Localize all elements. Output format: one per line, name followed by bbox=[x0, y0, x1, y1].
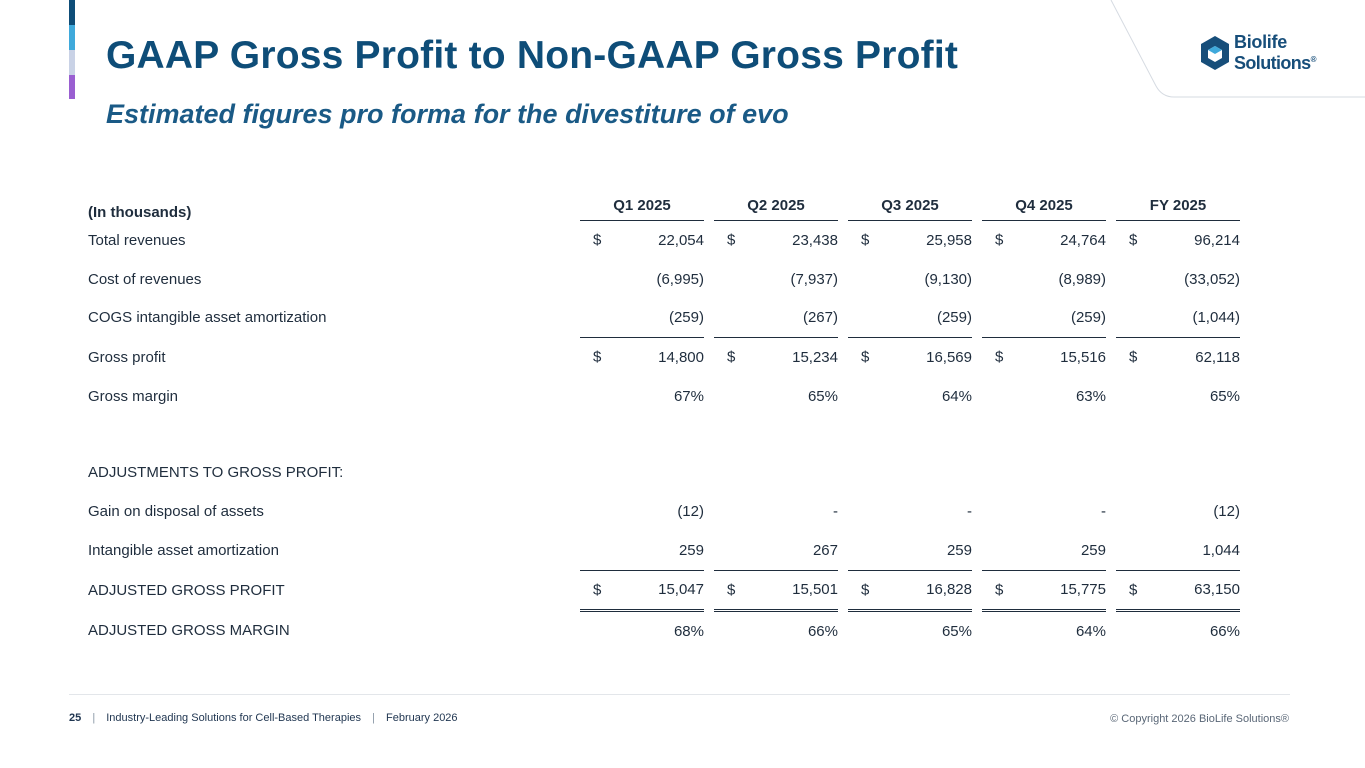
table-cell: 1,044 bbox=[1116, 530, 1240, 571]
table-cell: $23,438 bbox=[727, 231, 838, 249]
table-cell: $15,047 bbox=[580, 570, 704, 613]
table-cell: 65% bbox=[941, 623, 972, 641]
table-header-row: (In thousands) Q1 2025 Q2 2025 Q3 2025 Q… bbox=[84, 182, 1240, 221]
row-label: ADJUSTED GROSS MARGIN bbox=[88, 622, 290, 640]
table-cell: (33,052) bbox=[1184, 270, 1240, 288]
table-cell: (12) bbox=[677, 502, 704, 520]
table-cell: $63,150 bbox=[1116, 570, 1240, 613]
table-cell: 267 bbox=[714, 530, 838, 571]
table-cell: - bbox=[1101, 502, 1106, 520]
reconciliation-table: (In thousands) Q1 2025 Q2 2025 Q3 2025 Q… bbox=[84, 182, 1240, 651]
accent-bar-3 bbox=[69, 50, 75, 75]
footer-separator: | bbox=[372, 712, 375, 724]
table-row: Gross margin 67% 65% 64% 63% 65% bbox=[84, 377, 1240, 416]
page-subtitle: Estimated figures pro forma for the dive… bbox=[106, 99, 789, 129]
footer-separator: | bbox=[92, 712, 96, 724]
section-heading: ADJUSTMENTS TO GROSS PROFIT: bbox=[88, 464, 344, 482]
page-number: 25 bbox=[69, 712, 82, 724]
row-label: Cost of revenues bbox=[88, 270, 202, 288]
table-cell: 65% bbox=[1209, 387, 1240, 405]
spacer-row bbox=[84, 415, 1240, 453]
table-cell: 259 bbox=[982, 530, 1106, 571]
column-header: Q3 2025 bbox=[848, 182, 972, 221]
table-cell: (12) bbox=[1213, 502, 1240, 520]
table-cell: $24,764 bbox=[995, 231, 1106, 249]
column-header: Q1 2025 bbox=[580, 182, 704, 221]
table-cell: (8,989) bbox=[1058, 270, 1106, 288]
table-cell: (7,937) bbox=[790, 270, 838, 288]
table-cell: 259 bbox=[848, 530, 972, 571]
hexagon-cube-icon bbox=[1201, 36, 1229, 70]
table-cell: (267) bbox=[714, 298, 838, 339]
table-row: Cost of revenues (6,995) (7,937) (9,130)… bbox=[84, 260, 1240, 299]
copyright: © Copyright 2026 BioLife Solutions® bbox=[1110, 713, 1289, 725]
table-cell: - bbox=[967, 502, 972, 520]
table-cell: 63% bbox=[1075, 387, 1106, 405]
table-cell: 64% bbox=[941, 387, 972, 405]
logo-line-1: Biolife bbox=[1234, 32, 1287, 52]
table-cell: $22,054 bbox=[593, 231, 704, 249]
table-cell: 65% bbox=[807, 387, 838, 405]
table-row: ADJUSTED GROSS MARGIN 68% 66% 65% 64% 66… bbox=[84, 611, 1240, 651]
row-label: Gross profit bbox=[88, 348, 166, 366]
table-cell: (259) bbox=[982, 298, 1106, 339]
table-cell: $62,118 bbox=[1129, 348, 1240, 366]
table-row: Gross profit $14,800 $15,234 $16,569 $15… bbox=[84, 338, 1240, 377]
row-label: Total revenues bbox=[88, 231, 186, 249]
table-cell: $15,775 bbox=[982, 570, 1106, 613]
column-header: Q2 2025 bbox=[714, 182, 838, 221]
row-label: COGS intangible asset amortization bbox=[88, 309, 327, 327]
row-label: Intangible asset amortization bbox=[88, 541, 279, 559]
table-row: ADJUSTMENTS TO GROSS PROFIT: bbox=[84, 453, 1240, 492]
accent-bar-4 bbox=[69, 75, 75, 99]
table-cell: (1,044) bbox=[1116, 298, 1240, 339]
table-cell: $96,214 bbox=[1129, 231, 1240, 249]
footer-left: 25 | Industry-Leading Solutions for Cell… bbox=[69, 712, 458, 724]
footer-tagline: Industry-Leading Solutions for Cell-Base… bbox=[106, 712, 362, 724]
table-cell: $15,234 bbox=[727, 348, 838, 366]
table-cell: $15,501 bbox=[714, 570, 838, 613]
table-cell: (259) bbox=[580, 298, 704, 339]
table-row: Gain on disposal of assets (12) - - - (1… bbox=[84, 492, 1240, 531]
row-label: Gross margin bbox=[88, 387, 179, 405]
page-title: GAAP Gross Profit to Non-GAAP Gross Prof… bbox=[106, 34, 959, 77]
logo-line-2: Solutions® bbox=[1234, 53, 1317, 73]
accent-bar-1 bbox=[69, 0, 75, 25]
table-cell: 259 bbox=[580, 530, 704, 571]
table-cell: 64% bbox=[1075, 623, 1106, 641]
table-cell: $16,828 bbox=[848, 570, 972, 613]
table-row: COGS intangible asset amortization (259)… bbox=[84, 298, 1240, 339]
unit-label: (In thousands) bbox=[88, 203, 192, 221]
row-label: ADJUSTED GROSS PROFIT bbox=[88, 581, 285, 599]
table-cell: $16,569 bbox=[861, 348, 972, 366]
table-cell: (259) bbox=[848, 298, 972, 339]
table-cell: 66% bbox=[807, 623, 838, 641]
table-cell: $25,958 bbox=[861, 231, 972, 249]
table-cell: 68% bbox=[673, 623, 704, 641]
table-cell: 67% bbox=[673, 387, 704, 405]
table-cell: (6,995) bbox=[656, 270, 704, 288]
column-header: FY 2025 bbox=[1116, 182, 1240, 221]
column-header: Q4 2025 bbox=[982, 182, 1106, 221]
table-row: ADJUSTED GROSS PROFIT $15,047 $15,501 $1… bbox=[84, 570, 1240, 613]
row-label: Gain on disposal of assets bbox=[88, 502, 264, 520]
table-cell: (9,130) bbox=[924, 270, 972, 288]
footer-divider bbox=[69, 694, 1290, 695]
table-cell: $14,800 bbox=[593, 348, 704, 366]
table-row: Intangible asset amortization 259 267 25… bbox=[84, 530, 1240, 571]
logo-tab bbox=[1110, 0, 1365, 98]
accent-bar-2 bbox=[69, 25, 75, 50]
footer-date: February 2026 bbox=[386, 712, 458, 724]
table-cell: 66% bbox=[1209, 623, 1240, 641]
table-cell: $15,516 bbox=[995, 348, 1106, 366]
table-cell: - bbox=[833, 502, 838, 520]
table-row: Total revenues $22,054 $23,438 $25,958 $… bbox=[84, 221, 1240, 260]
logo-wordmark: Biolife Solutions® bbox=[1234, 32, 1317, 73]
